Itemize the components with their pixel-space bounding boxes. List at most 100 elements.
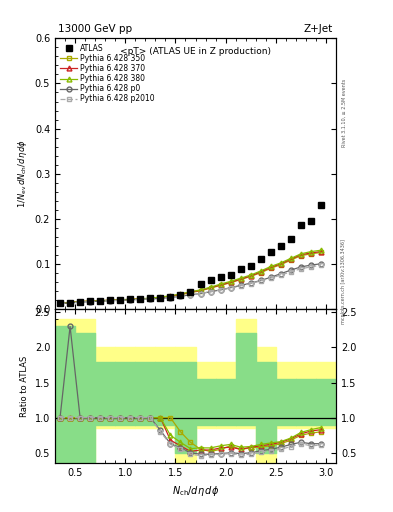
- Pythia 6.428 p0: [248, 280, 253, 286]
- Pythia 6.428 350: [228, 280, 233, 286]
- Pythia 6.428 350: [319, 249, 323, 255]
- Pythia 6.428 350: [288, 257, 293, 263]
- Pythia 6.428 350: [168, 293, 173, 300]
- Pythia 6.428 350: [198, 288, 203, 294]
- Pythia 6.428 p2010: [288, 269, 293, 275]
- Pythia 6.428 370: [208, 285, 213, 291]
- Pythia 6.428 p0: [58, 301, 62, 307]
- Pythia 6.428 p0: [188, 292, 193, 298]
- Text: 13000 GeV pp: 13000 GeV pp: [58, 25, 132, 34]
- Pythia 6.428 p2010: [178, 293, 183, 300]
- Pythia 6.428 380: [88, 298, 92, 304]
- Pythia 6.428 380: [158, 294, 163, 300]
- Pythia 6.428 370: [319, 248, 323, 254]
- Pythia 6.428 p0: [78, 299, 83, 305]
- Pythia 6.428 370: [58, 301, 62, 307]
- Pythia 6.428 380: [258, 268, 263, 274]
- Pythia 6.428 p0: [218, 287, 223, 293]
- Line: Pythia 6.428 p0: Pythia 6.428 p0: [58, 261, 323, 306]
- Pythia 6.428 p2010: [218, 287, 223, 293]
- Pythia 6.428 370: [108, 297, 112, 303]
- Line: Pythia 6.428 380: Pythia 6.428 380: [58, 248, 323, 306]
- Pythia 6.428 380: [128, 296, 133, 303]
- Pythia 6.428 380: [98, 297, 103, 304]
- ATLAS: [58, 301, 62, 307]
- Pythia 6.428 380: [198, 287, 203, 293]
- Pythia 6.428 350: [279, 262, 283, 268]
- ATLAS: [88, 298, 92, 304]
- Pythia 6.428 350: [138, 296, 143, 302]
- Pythia 6.428 p2010: [58, 301, 62, 307]
- Pythia 6.428 350: [118, 297, 123, 303]
- Pythia 6.428 350: [58, 301, 62, 307]
- Pythia 6.428 370: [299, 252, 303, 258]
- Pythia 6.428 380: [168, 293, 173, 299]
- ATLAS: [108, 297, 112, 303]
- Pythia 6.428 370: [288, 256, 293, 262]
- Pythia 6.428 380: [309, 248, 313, 254]
- Text: <pT> (ATLAS UE in Z production): <pT> (ATLAS UE in Z production): [120, 47, 271, 55]
- Pythia 6.428 p0: [168, 294, 173, 301]
- Pythia 6.428 350: [158, 294, 163, 301]
- Pythia 6.428 350: [178, 292, 183, 298]
- Pythia 6.428 350: [208, 285, 213, 291]
- Pythia 6.428 p2010: [279, 272, 283, 278]
- Pythia 6.428 380: [288, 255, 293, 262]
- Pythia 6.428 370: [148, 295, 153, 302]
- Pythia 6.428 380: [228, 278, 233, 284]
- Pythia 6.428 p0: [309, 262, 313, 268]
- ATLAS: [218, 274, 223, 281]
- ATLAS: [208, 276, 213, 283]
- Pythia 6.428 370: [248, 273, 253, 279]
- Pythia 6.428 p0: [158, 295, 163, 302]
- Pythia 6.428 p0: [148, 296, 153, 302]
- Pythia 6.428 p2010: [208, 289, 213, 295]
- Pythia 6.428 370: [198, 287, 203, 293]
- Pythia 6.428 p2010: [319, 262, 323, 268]
- Pythia 6.428 p0: [138, 296, 143, 303]
- Pythia 6.428 p2010: [148, 296, 153, 302]
- ATLAS: [309, 218, 313, 224]
- Pythia 6.428 p0: [228, 285, 233, 291]
- Pythia 6.428 380: [118, 297, 123, 303]
- ATLAS: [128, 296, 133, 303]
- Pythia 6.428 370: [138, 296, 143, 302]
- Pythia 6.428 370: [188, 289, 193, 295]
- Pythia 6.428 380: [248, 272, 253, 278]
- Pythia 6.428 p2010: [268, 275, 273, 281]
- ATLAS: [288, 236, 293, 242]
- Pythia 6.428 p2010: [158, 295, 163, 302]
- Pythia 6.428 350: [108, 297, 112, 303]
- ATLAS: [178, 292, 183, 298]
- Pythia 6.428 p0: [118, 297, 123, 303]
- Pythia 6.428 380: [148, 295, 153, 301]
- Pythia 6.428 p2010: [78, 299, 83, 305]
- ATLAS: [148, 295, 153, 302]
- Pythia 6.428 380: [108, 297, 112, 303]
- Pythia 6.428 380: [268, 263, 273, 269]
- Pythia 6.428 p0: [208, 289, 213, 295]
- Pythia 6.428 p2010: [299, 266, 303, 272]
- X-axis label: $N_\mathrm{ch}/d\eta\,d\phi$: $N_\mathrm{ch}/d\eta\,d\phi$: [172, 484, 219, 498]
- Pythia 6.428 350: [218, 282, 223, 288]
- Pythia 6.428 p0: [68, 300, 72, 306]
- Pythia 6.428 p2010: [128, 297, 133, 303]
- Pythia 6.428 350: [248, 273, 253, 280]
- Pythia 6.428 p2010: [138, 296, 143, 303]
- Pythia 6.428 380: [78, 298, 83, 305]
- ATLAS: [299, 222, 303, 228]
- Legend: ATLAS, Pythia 6.428 350, Pythia 6.428 370, Pythia 6.428 380, Pythia 6.428 p0, Py: ATLAS, Pythia 6.428 350, Pythia 6.428 37…: [59, 42, 156, 105]
- Pythia 6.428 350: [148, 295, 153, 302]
- Pythia 6.428 350: [98, 297, 103, 304]
- Pythia 6.428 380: [299, 251, 303, 257]
- Pythia 6.428 350: [238, 276, 243, 283]
- Line: Pythia 6.428 350: Pythia 6.428 350: [58, 250, 323, 306]
- Pythia 6.428 p0: [279, 271, 283, 277]
- Pythia 6.428 p2010: [309, 264, 313, 270]
- ATLAS: [158, 294, 163, 301]
- Pythia 6.428 p0: [128, 297, 133, 303]
- Pythia 6.428 380: [68, 300, 72, 306]
- Pythia 6.428 370: [228, 279, 233, 285]
- Pythia 6.428 350: [88, 298, 92, 304]
- Pythia 6.428 350: [268, 265, 273, 271]
